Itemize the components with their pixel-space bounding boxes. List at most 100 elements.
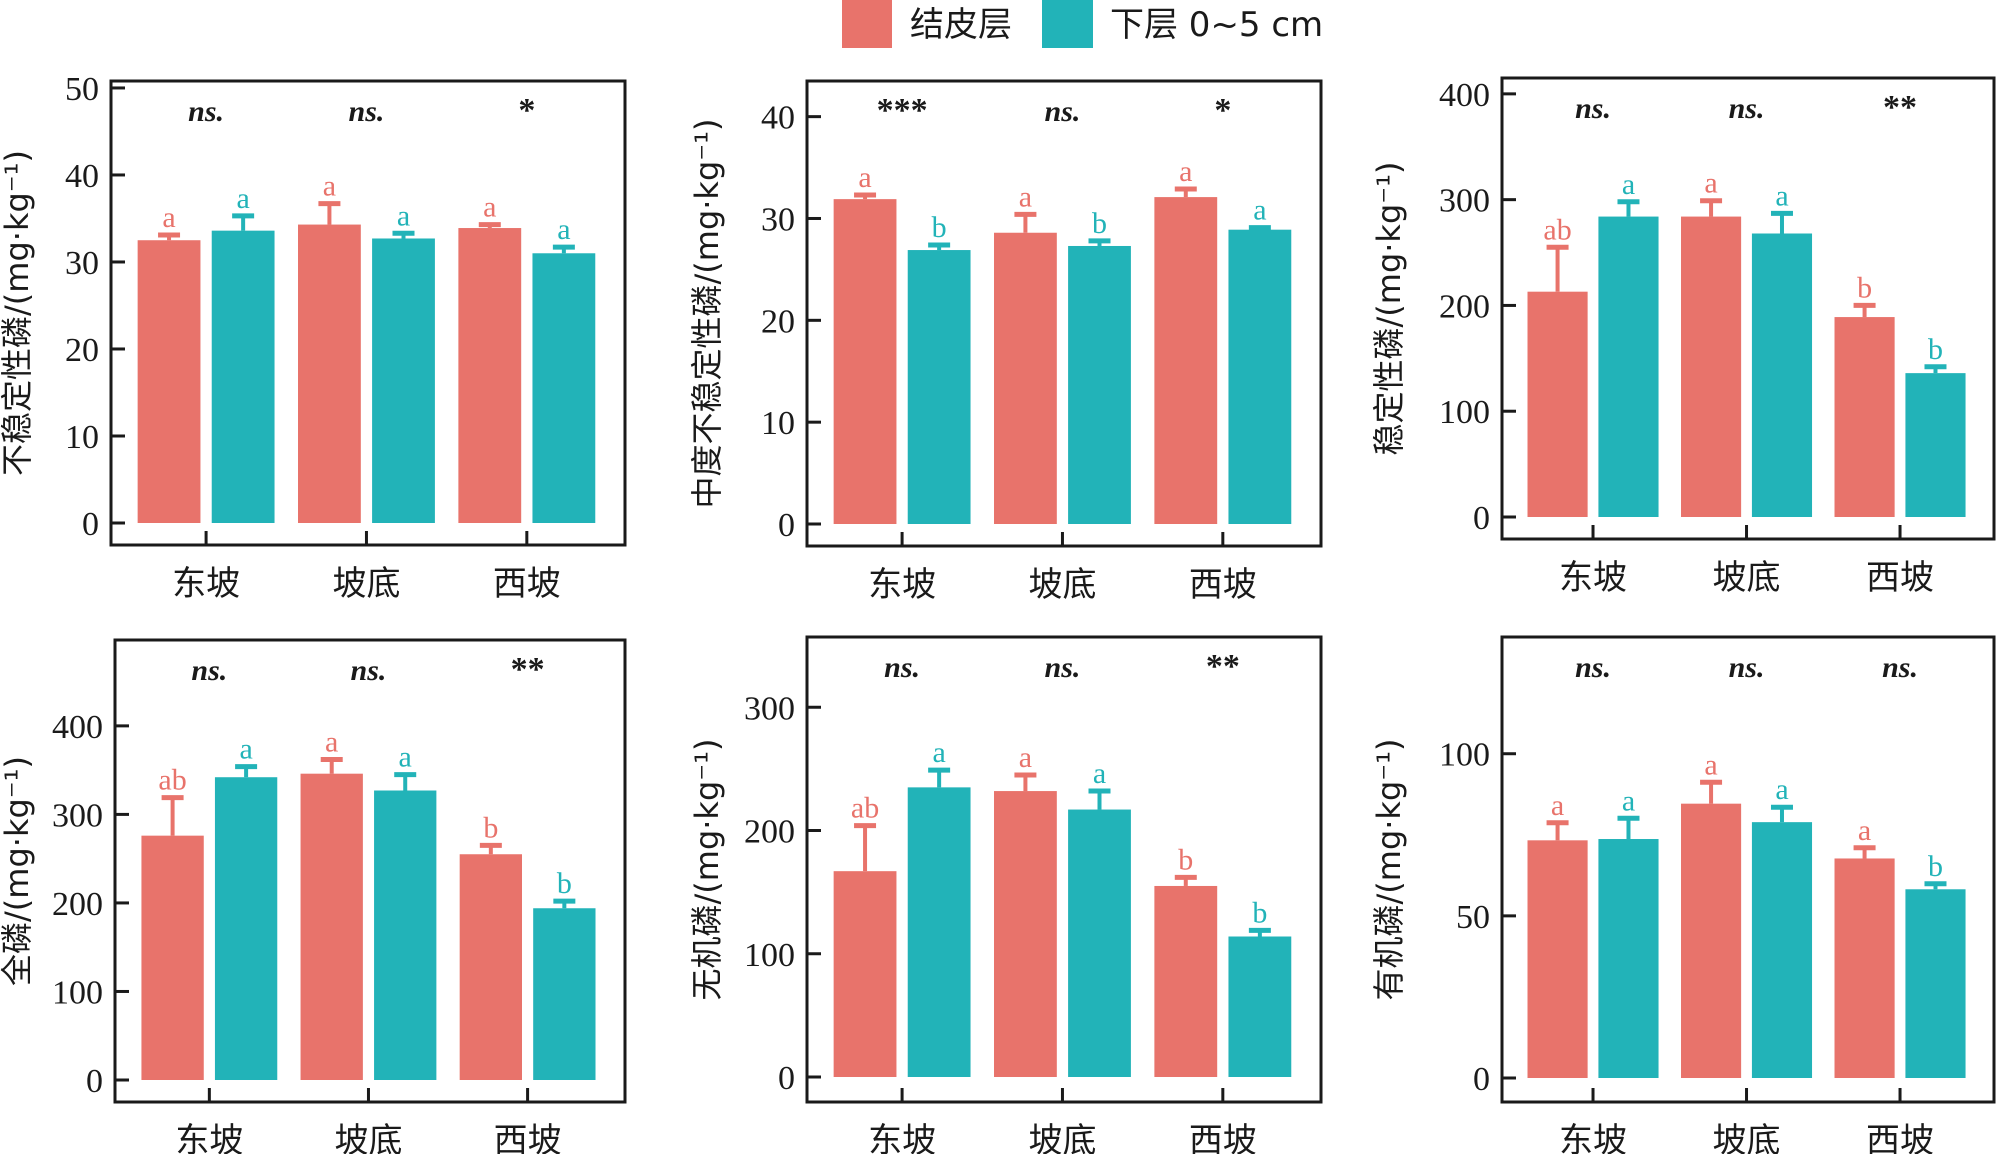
legend-label-subsoil: 下层 0~5 cm bbox=[1110, 5, 1323, 45]
y-tick-label: 30 bbox=[761, 201, 795, 238]
plot-frame bbox=[805, 635, 1323, 1104]
x-tick-label: 坡底 bbox=[1028, 1121, 1096, 1154]
bar-crust bbox=[1834, 858, 1895, 1078]
bar-crust bbox=[1527, 291, 1588, 517]
bar-crust bbox=[833, 871, 897, 1077]
x-tick-label: 东坡 bbox=[868, 1121, 936, 1154]
plot-frame bbox=[113, 638, 627, 1104]
y-axis-label: 无机磷/(mg·kg⁻¹) bbox=[688, 739, 726, 1001]
chart-panel-top-left: 0 10 20 30 40 50 不稳定性磷/(mg·kg⁻¹) 东坡 ns. a a 坡底 ns. a a… bbox=[0, 71, 627, 604]
significance-label: ns. bbox=[1882, 651, 1918, 684]
y-tick-label: 400 bbox=[52, 709, 103, 746]
y-tick-label: 0 bbox=[1473, 1061, 1490, 1098]
y-tick-label: 20 bbox=[761, 303, 795, 340]
group-letter: a bbox=[1019, 741, 1032, 774]
y-tick-label: 300 bbox=[1439, 183, 1490, 220]
bar-subsoil bbox=[1598, 839, 1659, 1078]
x-tick-label: 东坡 bbox=[1559, 1121, 1627, 1154]
y-tick-label: 10 bbox=[761, 405, 795, 442]
significance-label: ns. bbox=[1575, 651, 1611, 684]
bar-subsoil bbox=[1068, 245, 1131, 524]
group-letter: a bbox=[1019, 180, 1032, 213]
y-axis-label: 有机磷/(mg·kg⁻¹) bbox=[1370, 739, 1408, 1001]
x-tick-label: 东坡 bbox=[172, 564, 240, 604]
significance-label: ns. bbox=[351, 654, 387, 687]
x-tick-label: 西坡 bbox=[1866, 558, 1934, 598]
group-letter: a bbox=[397, 199, 410, 232]
y-tick-label: 400 bbox=[1439, 77, 1490, 114]
legend: 结皮层 下层 0~5 cm bbox=[842, 0, 1323, 48]
group-letter: a bbox=[1858, 814, 1871, 847]
group-letter: b bbox=[1928, 333, 1943, 366]
bar-subsoil bbox=[372, 238, 435, 523]
bar-crust bbox=[141, 835, 204, 1080]
bar-subsoil bbox=[907, 250, 971, 525]
y-tick-label: 30 bbox=[65, 245, 99, 282]
bar-crust bbox=[459, 854, 522, 1080]
group-letter: ab bbox=[851, 792, 879, 825]
group-letter: a bbox=[399, 741, 412, 774]
group-letter: b bbox=[1092, 207, 1107, 240]
significance-label: ns. bbox=[1575, 92, 1611, 125]
x-tick-label: 坡底 bbox=[1028, 565, 1096, 605]
group-letter: b bbox=[1857, 271, 1872, 304]
group-letter: b bbox=[1178, 843, 1193, 876]
y-axis-label: 不稳定性磷/(mg·kg⁻¹) bbox=[0, 150, 36, 476]
y-tick-label: 100 bbox=[1439, 394, 1490, 431]
group-letter: a bbox=[239, 733, 252, 766]
significance-label: ** bbox=[511, 651, 545, 688]
group-letter: a bbox=[483, 191, 496, 224]
legend-label-crust: 结皮层 bbox=[910, 5, 1012, 45]
bar-subsoil bbox=[214, 777, 278, 1080]
significance-label: ns. bbox=[1045, 651, 1081, 684]
bar-subsoil bbox=[1598, 216, 1659, 517]
significance-label: ns. bbox=[1045, 95, 1081, 128]
chart-panel-bottom-right: 0 50 100 有机磷/(mg·kg⁻¹) 东坡 ns. a a 坡底 ns. a a 西坡 ns. a b bbox=[1370, 635, 1996, 1154]
y-tick-label: 0 bbox=[82, 506, 99, 543]
plot-frame bbox=[805, 79, 1323, 548]
significance-label: ns. bbox=[349, 95, 385, 128]
bar-subsoil bbox=[1228, 229, 1292, 524]
x-tick-label: 西坡 bbox=[1189, 1121, 1257, 1154]
bar-crust bbox=[1681, 216, 1742, 517]
chart-panel-top-right: 0100200300400稳定性磷/(mg·kg⁻¹)东坡ns.aba坡底ns.… bbox=[1370, 76, 1996, 598]
legend-swatch-subsoil bbox=[1042, 0, 1093, 48]
x-tick-label: 西坡 bbox=[1189, 565, 1257, 605]
y-tick-label: 0 bbox=[778, 507, 795, 544]
group-letter: b bbox=[483, 811, 498, 844]
bar-subsoil bbox=[907, 787, 971, 1077]
group-letter: a bbox=[236, 182, 249, 215]
chart-panel-top-middle: 010203040中度不稳定性磷/(mg·kg⁻¹)东坡***ab坡底ns.ab… bbox=[688, 79, 1323, 605]
significance-label: ns. bbox=[188, 95, 224, 128]
group-letter: a bbox=[557, 213, 570, 246]
x-tick-label: 东坡 bbox=[868, 565, 936, 605]
y-tick-label: 0 bbox=[1473, 500, 1490, 537]
y-tick-label: 200 bbox=[52, 886, 103, 923]
bar-crust bbox=[833, 199, 897, 524]
bar-crust bbox=[137, 240, 201, 523]
x-tick-label: 东坡 bbox=[1559, 558, 1627, 598]
group-letter: a bbox=[1704, 167, 1717, 200]
significance-label: * bbox=[518, 92, 535, 129]
legend-swatch-crust bbox=[842, 0, 892, 48]
significance-label: ** bbox=[1206, 648, 1240, 685]
y-tick-label: 40 bbox=[761, 100, 795, 137]
bar-subsoil bbox=[1068, 809, 1131, 1077]
x-tick-label: 坡底 bbox=[1713, 1121, 1781, 1154]
group-letter: a bbox=[1775, 179, 1788, 212]
bar-crust bbox=[1154, 885, 1218, 1077]
group-letter: b bbox=[932, 211, 947, 244]
bar-crust bbox=[994, 232, 1057, 524]
y-tick-label: 20 bbox=[65, 332, 99, 369]
chart-panel-bottom-middle: 0 100 200 300 无机磷/(mg·kg⁻¹) 东坡 ns. ab a 坡底 ns. a a 西坡… bbox=[688, 635, 1323, 1154]
x-tick-label: 坡底 bbox=[334, 1121, 402, 1154]
bar-subsoil bbox=[1905, 889, 1966, 1078]
y-tick-label: 0 bbox=[778, 1060, 795, 1097]
y-axis-label: 稳定性磷/(mg·kg⁻¹) bbox=[1370, 162, 1408, 456]
group-letter: a bbox=[162, 201, 175, 234]
y-tick-label: 300 bbox=[744, 690, 795, 727]
x-tick-label: 坡底 bbox=[332, 564, 400, 604]
group-letter: a bbox=[1622, 784, 1635, 817]
significance-label: ns. bbox=[1729, 92, 1765, 125]
